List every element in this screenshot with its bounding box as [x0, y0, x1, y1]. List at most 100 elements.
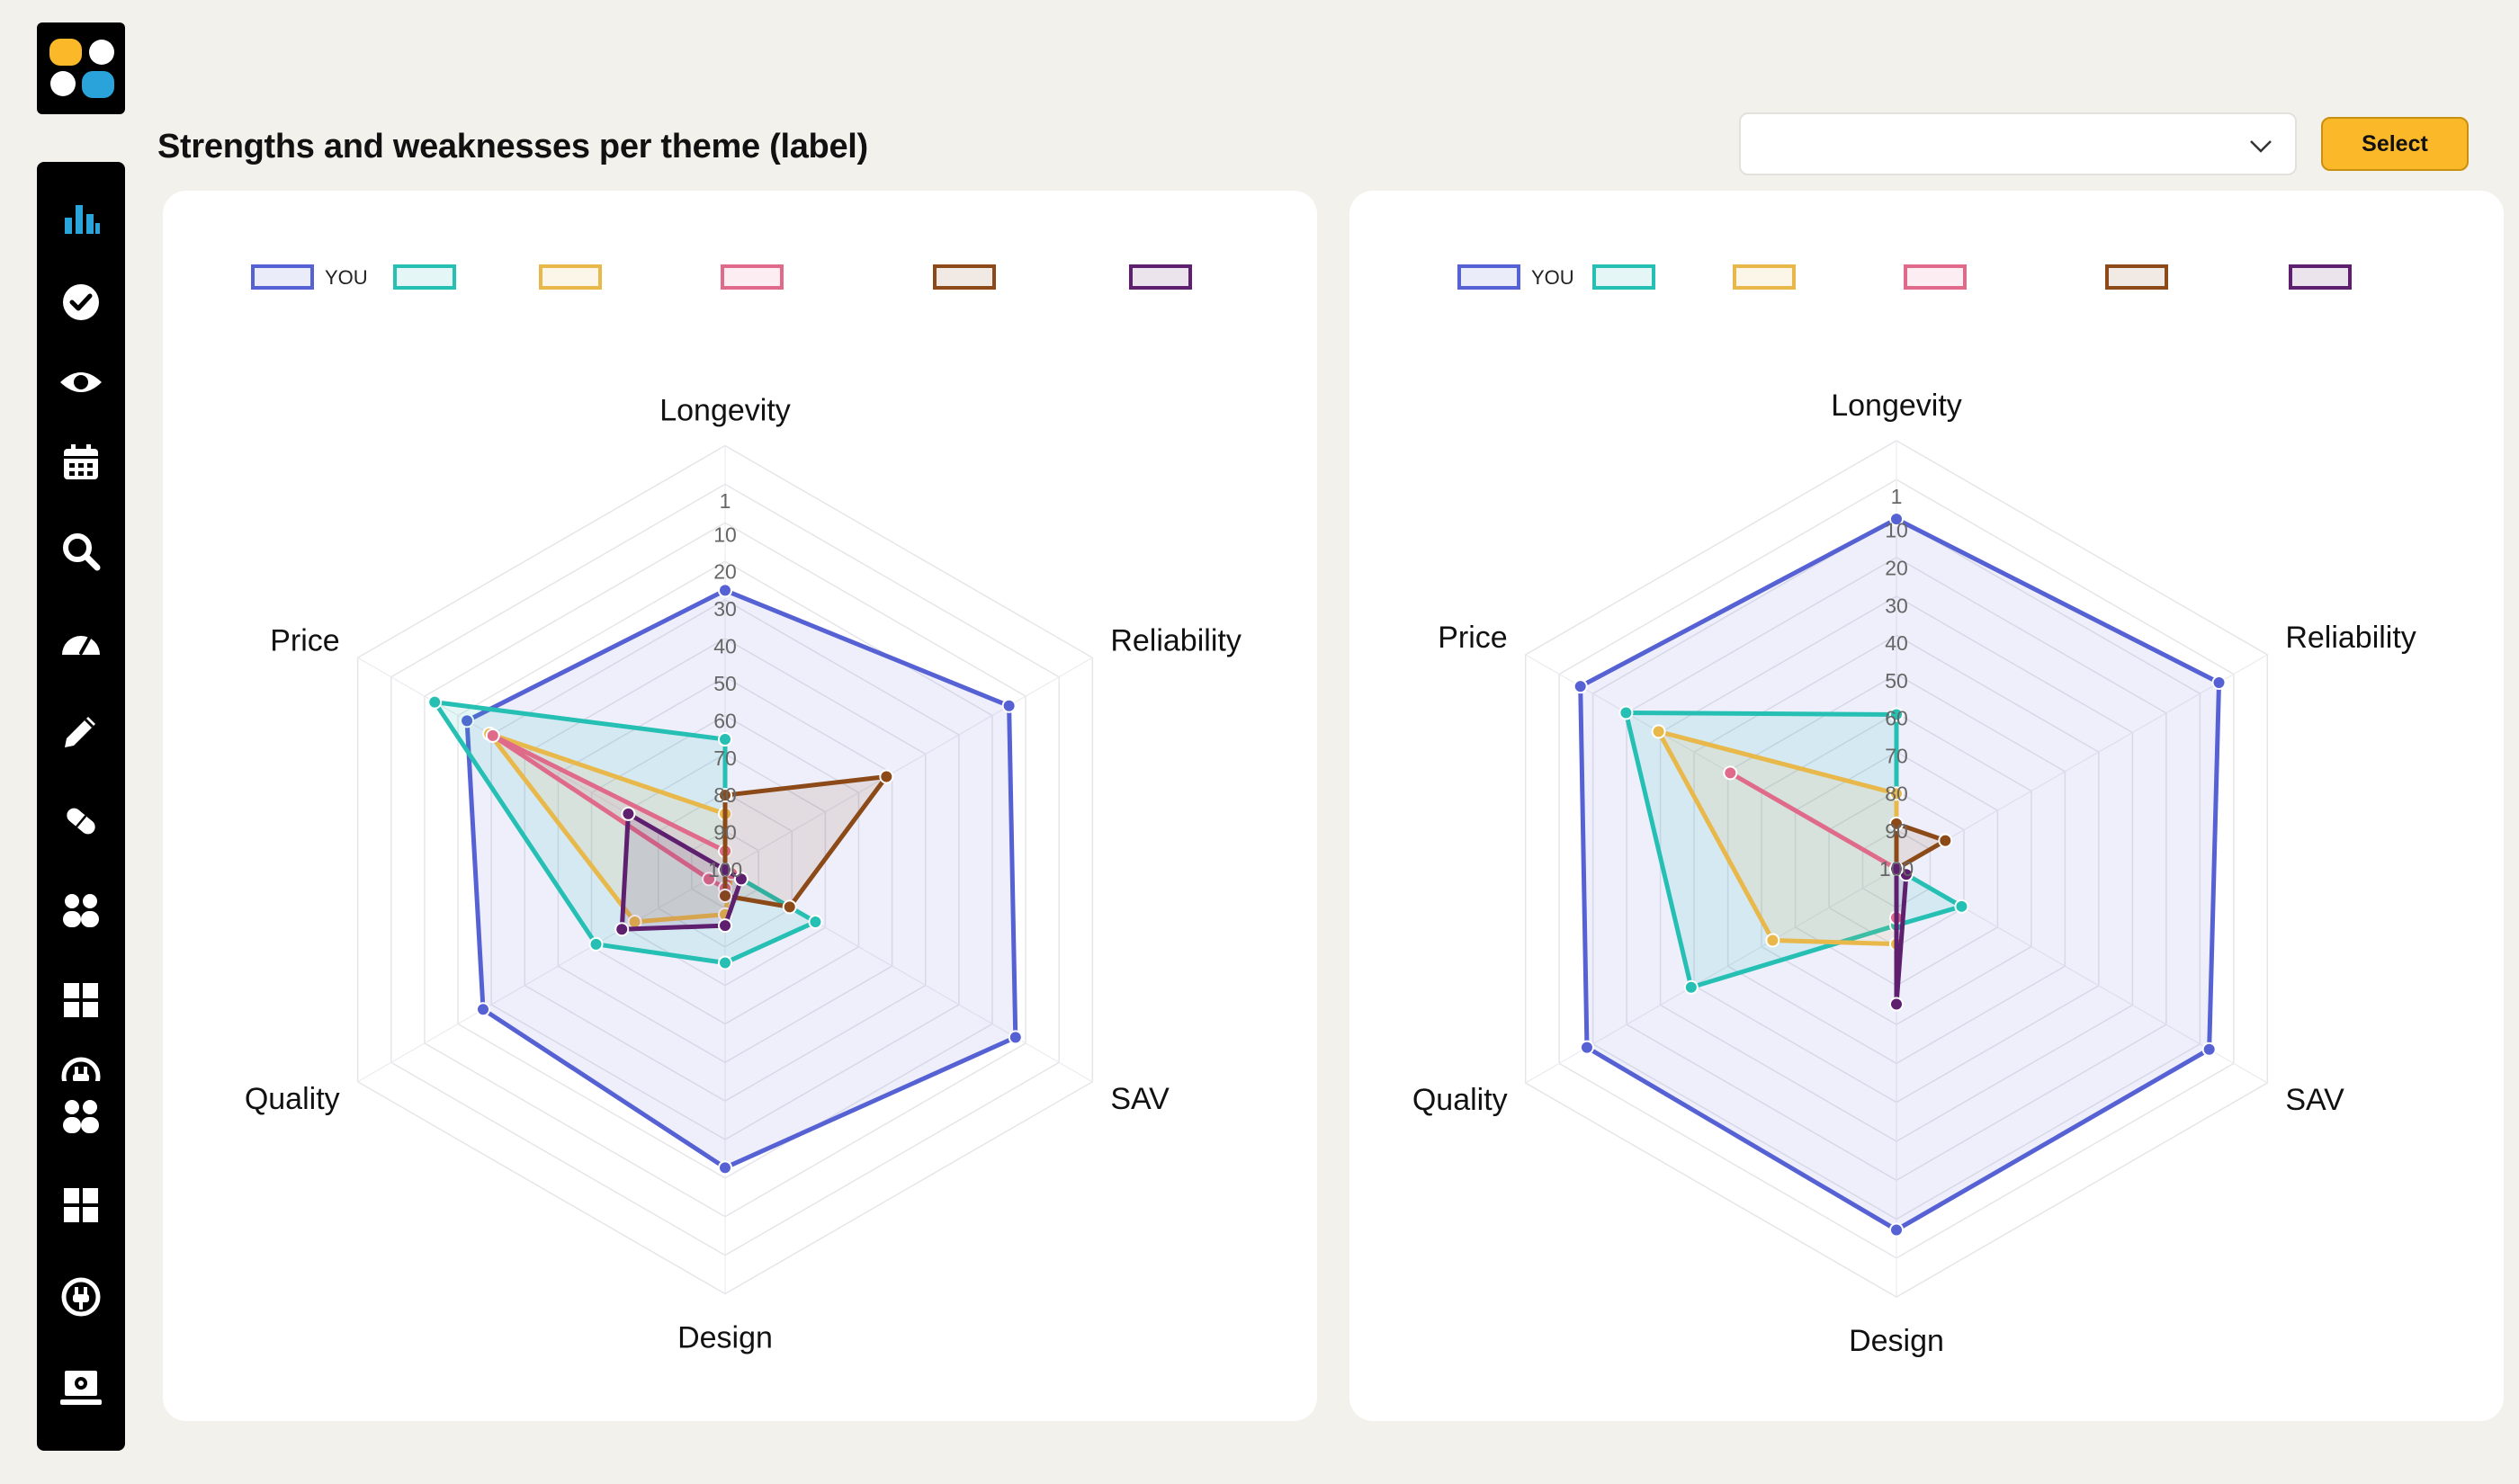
chart0-point-sav[interactable]	[1008, 1030, 1023, 1045]
chart1-tick-label: 70	[1885, 745, 1908, 768]
chart1-point-longevity[interactable]	[1889, 512, 1904, 527]
chart1-point-longevity[interactable]	[1889, 707, 1904, 722]
sidebar-item-groups-2[interactable]	[37, 1081, 125, 1153]
chart1-legend-item[interactable]	[1733, 264, 1796, 290]
chart0-point-quality[interactable]	[702, 872, 717, 887]
chart1-legend-item[interactable]	[2105, 264, 2168, 290]
page-title: Strengths and weaknesses per theme (labe…	[157, 128, 868, 165]
chart1-point-quality[interactable]	[1765, 933, 1780, 948]
chart1-point-longevity[interactable]	[1889, 786, 1904, 801]
chart0-point-sav[interactable]	[782, 899, 797, 915]
chart0-point-quality[interactable]	[588, 936, 604, 952]
chart0-legend-item[interactable]: YOU	[251, 264, 368, 290]
chart1-legend-item[interactable]	[1904, 264, 1967, 290]
chart0-legend-item[interactable]	[393, 264, 456, 290]
sidebar-item-integrations-partial[interactable]	[37, 1050, 125, 1081]
chart0-point-price[interactable]	[485, 728, 500, 743]
chart1-point-quality[interactable]	[1683, 979, 1699, 995]
chart1-legend-item[interactable]: YOU	[1457, 264, 1574, 290]
bar-chart-icon	[65, 205, 100, 234]
sidebar-item-capsules[interactable]	[37, 785, 125, 857]
chart1-point-design[interactable]	[1889, 997, 1904, 1012]
chart1-legend-item[interactable]	[2289, 264, 2352, 290]
sidebar-item-statistics[interactable]	[37, 182, 125, 254]
chart0-point-longevity[interactable]	[718, 583, 732, 598]
chart1-point-price[interactable]	[1889, 862, 1904, 876]
plug-icon	[61, 1057, 101, 1081]
chart1-point-sav[interactable]	[2201, 1041, 2217, 1057]
calendar-icon	[64, 444, 98, 479]
chart0-point-design[interactable]	[718, 918, 732, 934]
eye-icon	[60, 372, 102, 392]
chart0-point-design[interactable]	[718, 955, 732, 970]
chart0-axis-label-quality: Quality	[245, 1082, 340, 1116]
chart0-point-price[interactable]	[427, 694, 443, 710]
settings-laptop-icon	[60, 1371, 102, 1405]
sidebar-item-validation[interactable]	[37, 266, 125, 338]
chart0-point-price[interactable]	[460, 713, 475, 729]
chart0-series-4[interactable]	[718, 769, 894, 915]
chart0-point-longevity[interactable]	[718, 788, 732, 803]
chart0-point-longevity[interactable]	[718, 732, 732, 747]
sidebar-item-settings[interactable]	[37, 1353, 125, 1425]
search-icon	[63, 533, 101, 571]
chart1-legend-swatch	[1904, 264, 1967, 290]
app-logo[interactable]	[37, 22, 125, 114]
chart1-tick-label: 90	[1885, 819, 1908, 843]
chart0-legend-item[interactable]	[721, 264, 784, 290]
select-button[interactable]: Select	[2321, 117, 2469, 171]
logo-mark-icon	[49, 39, 114, 98]
chart1-point-quality[interactable]	[1579, 1040, 1594, 1055]
chart0-series-5[interactable]	[614, 806, 749, 937]
chart0-tick-label: 100	[708, 858, 742, 881]
chart0-legend-item[interactable]	[539, 264, 602, 290]
chart1-point-price[interactable]	[1723, 765, 1738, 781]
chart0-legend-item[interactable]	[1129, 264, 1192, 290]
chart0-legend-item[interactable]	[933, 264, 996, 290]
chart1-point-price[interactable]	[1573, 679, 1588, 694]
sidebar-item-dashboard-2[interactable]	[37, 1169, 125, 1241]
sidebar-item-groups[interactable]	[37, 875, 125, 947]
chart0-point-reliability[interactable]	[879, 769, 894, 784]
sidebar-item-calendar[interactable]	[37, 426, 125, 498]
radar-chart-panel-right: 1 10 20 30 40 50 60 70 80 90 100 Longevity Reliabili…	[1349, 191, 2504, 1421]
chart0-point-design[interactable]	[718, 1160, 732, 1176]
chart0-point-sav[interactable]	[808, 914, 823, 929]
chart0-legend-swatch	[721, 264, 784, 290]
chart1-point-price[interactable]	[1651, 724, 1666, 739]
chart1-tick-label: 10	[1885, 519, 1908, 542]
chart1-legend-item[interactable]	[1592, 264, 1655, 290]
chart1-tick-label: 100	[1879, 857, 1914, 881]
chart1-axis-label-price: Price	[1438, 621, 1507, 655]
sidebar-item-performance[interactable]	[37, 606, 125, 678]
chart0-point-quality[interactable]	[476, 1002, 491, 1017]
radar-chart-left: 1 10 20 30 40 50 60 70 80 90 100 Longevity Reliabili…	[245, 264, 1242, 1355]
chart1-legend-label: YOU	[1531, 266, 1574, 289]
chart0-spoke	[357, 869, 726, 1083]
chart0-legend: YOU	[251, 264, 1192, 290]
chart0-spoke	[724, 657, 1093, 871]
chart1-axis-label-reliability: Reliability	[2285, 621, 2416, 655]
chart0-point-reliability[interactable]	[1001, 698, 1017, 713]
chart1-point-design[interactable]	[1889, 1222, 1904, 1238]
sidebar-item-edit[interactable]	[37, 695, 125, 767]
chart0-point-reliability[interactable]	[718, 863, 732, 877]
chart1-point-reliability[interactable]	[2211, 675, 2227, 690]
chart1-point-longevity[interactable]	[1889, 816, 1904, 831]
chart0-legend-swatch	[393, 264, 456, 290]
chart1-point-price[interactable]	[1618, 705, 1634, 720]
sidebar-item-view[interactable]	[37, 346, 125, 418]
sidebar-item-search[interactable]	[37, 515, 125, 587]
chart1-series-area	[1894, 821, 1948, 872]
chart1-point-sav[interactable]	[1954, 898, 1969, 914]
chart0-point-sav[interactable]	[733, 872, 749, 887]
chart0-point-quality[interactable]	[614, 922, 630, 937]
chart0-point-design[interactable]	[718, 888, 732, 903]
chart1-series-5[interactable]	[1889, 862, 1914, 1012]
chart1-point-reliability[interactable]	[1938, 833, 1953, 848]
sidebar-item-dashboard[interactable]	[37, 964, 125, 1036]
chart0-point-price[interactable]	[621, 806, 636, 821]
chart0-tick-label: 70	[713, 746, 737, 770]
sidebar-item-integrations[interactable]	[37, 1261, 125, 1333]
series-select-dropdown[interactable]	[1739, 112, 2297, 175]
